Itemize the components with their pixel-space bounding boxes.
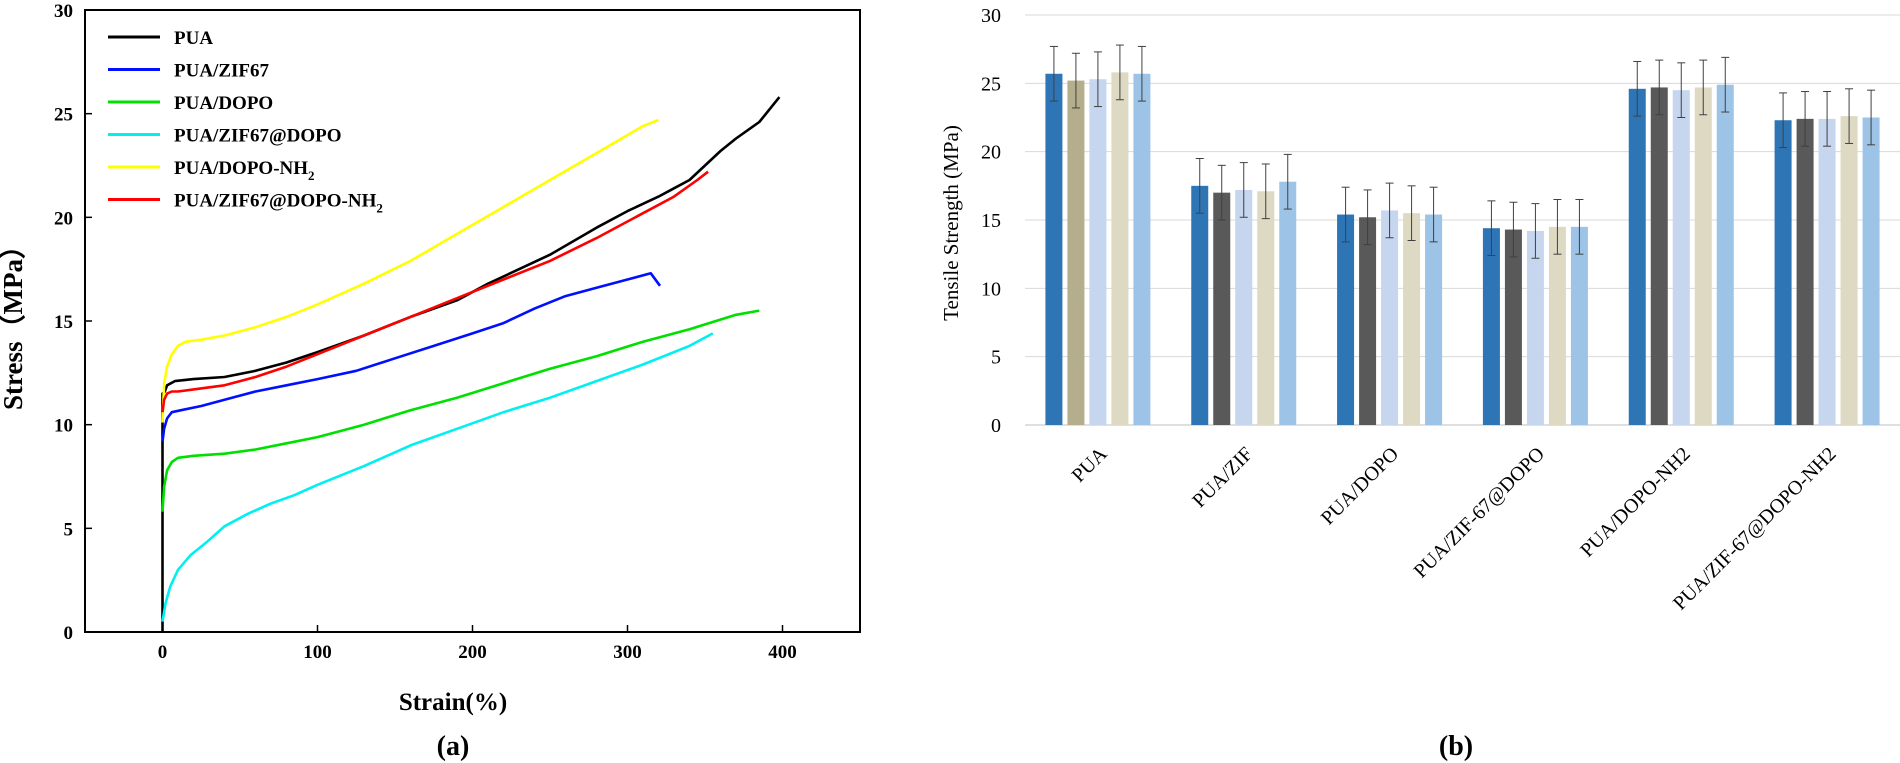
legend-label-main: PUA/ZIF67	[174, 61, 270, 82]
y-tick-label-b: 20	[981, 142, 1001, 164]
x-category-label-b: PUA/ZIF-67@DOPO	[1410, 443, 1549, 582]
legend-label-main: PUA/DOPO-NH	[174, 158, 308, 179]
series-line-pua-zif67-dopo-nh2	[161, 170, 709, 413]
bar	[1191, 185, 1209, 425]
bar	[1235, 189, 1253, 425]
bar	[1672, 90, 1690, 426]
y-tick-label-a: 5	[64, 519, 74, 540]
bar	[1774, 120, 1792, 425]
bar	[1045, 73, 1063, 426]
panel-label-b: (b)	[1439, 731, 1473, 762]
bar	[1257, 191, 1275, 425]
legend-a: PUA PUA/ZIF67 PUA/DOPO PUA/ZIF67@DOPO PUA/DO…	[108, 28, 383, 216]
bar	[1548, 226, 1566, 425]
y-tick-label-a: 10	[54, 416, 73, 437]
x-tick-label-a: 300	[613, 642, 642, 663]
bar	[1425, 214, 1443, 425]
legend-label-main: PUA/DOPO	[174, 93, 273, 114]
x-tick-label-a: 100	[303, 642, 332, 663]
x-axis-label-a: Strain(%)	[399, 689, 507, 716]
y-tick-label-b: 5	[991, 347, 1001, 369]
legend-label-main: PUA/ZIF67@DOPO-NH	[174, 191, 377, 212]
legend-label-main: PUA/ZIF67@DOPO	[174, 126, 342, 147]
x-category-label-b: PUA/ZIF	[1188, 443, 1257, 512]
bar	[1111, 72, 1129, 426]
legend-label-subscript: 2	[308, 168, 315, 183]
y-tick-label-b: 10	[981, 278, 1001, 300]
bar	[1694, 87, 1712, 425]
y-axis-label-b: Tensile Strength (MPa)	[939, 125, 963, 321]
y-tick-label-b: 25	[981, 73, 1001, 95]
panel-label-a: (a)	[437, 731, 470, 762]
bar	[1133, 73, 1151, 426]
legend-label-a: PUA/DOPO-NH2	[174, 158, 315, 183]
legend-label-a: PUA/ZIF67@DOPO	[174, 126, 342, 147]
x-category-label-b: PUA	[1068, 443, 1112, 487]
bar	[1862, 117, 1880, 425]
bar	[1482, 228, 1500, 425]
series-line-pua-zif67	[161, 272, 662, 442]
y-axis-label-a: Stress（MPa）	[0, 232, 28, 410]
x-tick-label-a: 400	[768, 642, 797, 663]
bar	[1279, 181, 1297, 425]
bar	[1067, 80, 1085, 425]
legend-label-subscript: 2	[376, 201, 383, 216]
series-line-pua-dopo	[161, 309, 760, 512]
bar	[1504, 229, 1522, 425]
x-tick-label-a: 200	[458, 642, 487, 663]
bar	[1628, 88, 1646, 426]
bar	[1650, 87, 1668, 425]
y-tick-label-b: 15	[981, 210, 1001, 232]
bar	[1089, 79, 1107, 425]
y-tick-label-b: 0	[991, 415, 1001, 437]
bar	[1526, 230, 1544, 425]
bar	[1716, 84, 1734, 425]
x-category-label-b: PUA/ZIF-67@DOPO-NH2	[1669, 443, 1841, 615]
legend-label-a: PUA/DOPO	[174, 93, 273, 114]
y-tick-label-a: 25	[54, 105, 73, 126]
y-tick-label-b: 30	[981, 5, 1001, 27]
x-tick-label-a: 0	[158, 642, 168, 663]
bar	[1213, 192, 1231, 425]
bar	[1796, 118, 1814, 425]
bar	[1570, 226, 1588, 425]
bar	[1818, 118, 1836, 425]
legend-label-main: PUA	[174, 28, 213, 49]
legend-label-a: PUA	[174, 28, 213, 49]
x-category-label-b: PUA/DOPO-NH2	[1576, 443, 1694, 561]
y-tick-label-a: 15	[54, 312, 73, 333]
bar	[1337, 214, 1355, 425]
bar	[1381, 210, 1399, 425]
series-line-pua-zif67-dopo	[161, 332, 714, 622]
bar	[1359, 217, 1377, 425]
bar	[1403, 213, 1421, 425]
y-tick-label-a: 0	[64, 623, 74, 644]
y-tick-label-a: 20	[54, 208, 73, 229]
x-category-label-b: PUA/DOPO	[1317, 443, 1403, 529]
y-tick-label-a: 30	[54, 1, 73, 22]
series-line-pua-dopo-nh2	[161, 118, 659, 423]
bar	[1840, 116, 1858, 425]
legend-label-a: PUA/ZIF67	[174, 61, 270, 82]
legend-label-a: PUA/ZIF67@DOPO-NH2	[174, 191, 383, 216]
